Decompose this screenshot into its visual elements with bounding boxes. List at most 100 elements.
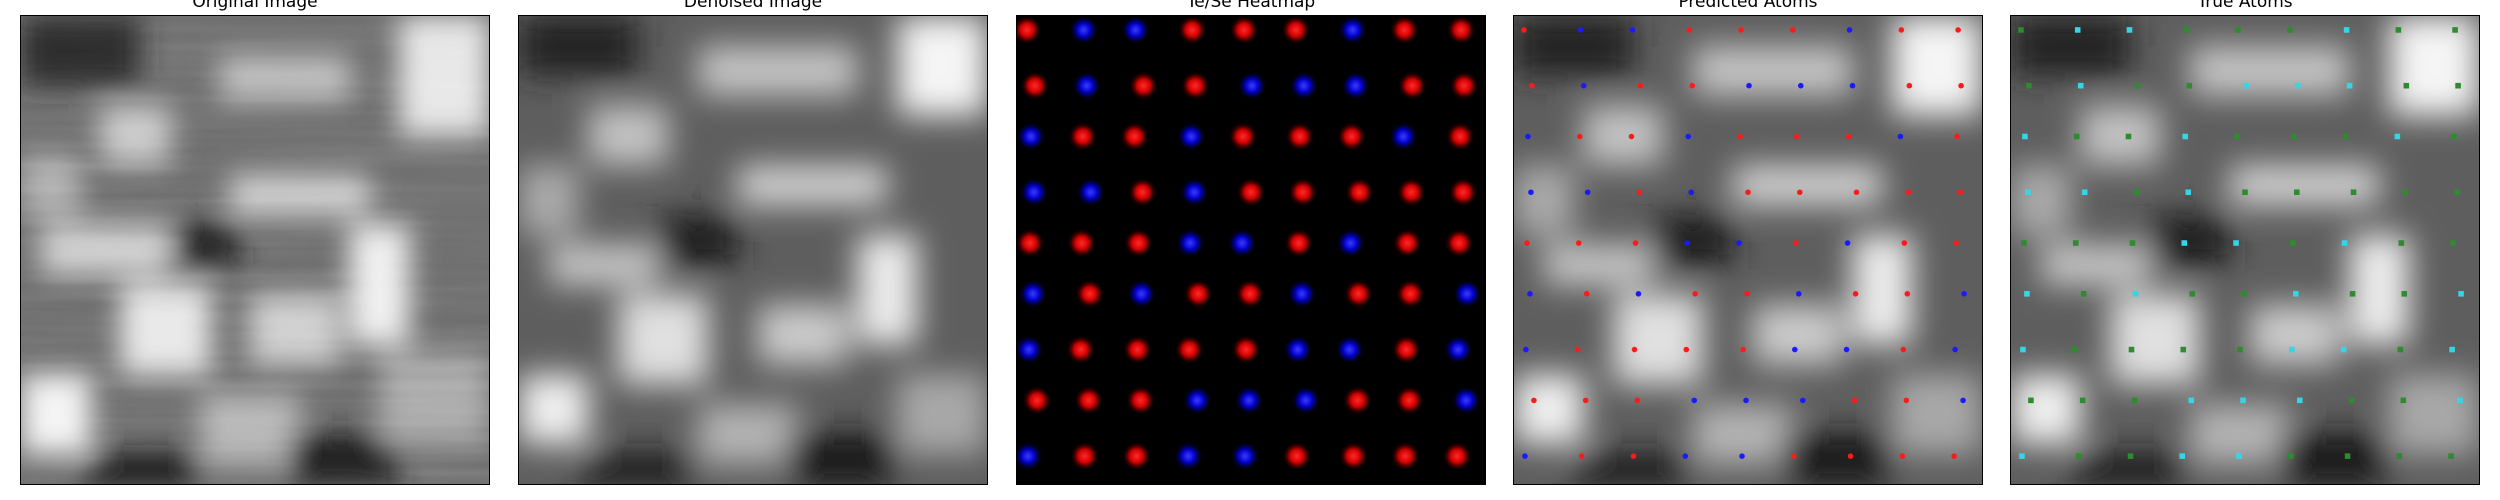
predicted-te-atom (1954, 133, 1960, 140)
true-te-atom (2350, 189, 2357, 196)
predicted-se-atom (1897, 133, 1904, 140)
predicted-te-atom (1578, 453, 1585, 459)
predicted-te-atom (1793, 240, 1799, 246)
te-heat-spot (1229, 16, 1259, 45)
true-te-atom (2125, 133, 2132, 140)
te-heat-spot (1396, 177, 1427, 208)
true-se-atom (2240, 397, 2246, 404)
predicted-se-atom (1736, 240, 1742, 246)
true-te-atom (2402, 189, 2409, 196)
te-heat-spot (1280, 16, 1311, 45)
predicted-se-atom (1799, 397, 1806, 404)
se-heat-spot (1388, 121, 1419, 152)
true-te-atom (2133, 189, 2140, 196)
te-heat-spot (1231, 334, 1261, 365)
predicted-se-atom (1952, 346, 1958, 353)
predicted-te-atom (1955, 27, 1961, 33)
se-heat-spot (1340, 70, 1371, 101)
true-te-atom (2290, 240, 2296, 246)
se-heat-spot (1017, 278, 1048, 309)
predicted-te-atom (1634, 397, 1641, 404)
predicted-se-atom (1522, 453, 1528, 459)
te-heat-spot (1444, 228, 1475, 258)
true-se-atom (2182, 133, 2189, 140)
te-heat-spot (1228, 121, 1258, 152)
te-heat-spot (1121, 441, 1152, 472)
true-te-atom (2028, 397, 2034, 404)
panel-title: Te/Se Heatmap (1186, 0, 1316, 12)
true-te-atom (2451, 133, 2457, 140)
se-heat-spot (1334, 334, 1365, 365)
predicted-te-atom (1905, 189, 1912, 196)
te-heat-spot (1119, 121, 1150, 152)
se-heat-spot (1237, 70, 1267, 101)
te-heat-spot (1391, 334, 1422, 365)
predicted-te-atom (1521, 27, 1527, 33)
true-se-atom (2185, 189, 2192, 196)
original-image (20, 15, 490, 485)
true-te-atom (2287, 27, 2293, 33)
predicted-se-atom (1795, 291, 1802, 297)
predicted-te-atom (1737, 133, 1743, 140)
predicted-se-atom (1523, 346, 1529, 353)
true-se-atom (2022, 133, 2028, 140)
se-heat-spot (1290, 385, 1321, 416)
se-heat-spot (1173, 441, 1204, 472)
true-se-atom (2081, 189, 2088, 196)
true-se-atom (2179, 453, 2186, 459)
predicted-se-atom (1685, 133, 1692, 140)
true-se-atom (2243, 82, 2249, 89)
se-heat-spot (1017, 121, 1046, 152)
predicted-te-atom (1906, 82, 1913, 89)
predicted-te-atom (1686, 27, 1693, 33)
true-te-atom (2073, 133, 2080, 140)
predicted-te-atom (1628, 133, 1635, 140)
true-te-atom (2242, 189, 2248, 196)
te-heat-spot (1021, 385, 1052, 416)
predicted-te-atom (1900, 346, 1907, 353)
predicted-te-atom (1951, 453, 1957, 459)
true-te-atom (2021, 240, 2027, 246)
predicted-se-atom (1849, 82, 1856, 89)
predicted-te-atom (1683, 346, 1690, 353)
predicted-se-atom (1682, 453, 1689, 459)
true-se-atom (2181, 240, 2188, 246)
te-heat-spot (1235, 278, 1265, 309)
predicted-se-atom (1746, 82, 1752, 89)
true-se-atom (2236, 453, 2242, 459)
se-heat-spot (1227, 228, 1257, 258)
te-heat-spot (1177, 16, 1208, 45)
predicted-te-atom (1853, 189, 1860, 196)
predicted-te-atom (1851, 397, 1858, 404)
true-se-atom (2394, 133, 2401, 140)
predicted-se-atom (1691, 397, 1698, 404)
predicted-te-atom (1689, 82, 1696, 89)
true-te-atom (2288, 453, 2294, 459)
predicted-te-atom (1796, 189, 1803, 196)
predicted-te-atom (1901, 240, 1908, 246)
te-heat-spot (1069, 441, 1100, 472)
true-te-atom (2134, 82, 2141, 89)
te-heat-spot (1338, 441, 1369, 472)
true-se-atom (2188, 397, 2195, 404)
se-heat-spot (1126, 278, 1157, 309)
true-se-atom (2126, 27, 2133, 33)
te-heat-spot (1127, 177, 1158, 208)
true-te-atom (2189, 291, 2196, 297)
se-heat-spot (1288, 70, 1319, 101)
true-te-atom (2237, 346, 2243, 353)
predicted-te-atom (1745, 189, 1751, 196)
predicted-se-atom (1843, 346, 1850, 353)
predicted-se-atom (1961, 291, 1967, 297)
predicted-te-atom (1738, 27, 1744, 33)
predicted-te-atom (1692, 291, 1699, 297)
panel-title: Denoised Image (683, 0, 823, 12)
true-te-atom (2349, 291, 2356, 297)
te-heat-spot (1389, 16, 1420, 45)
se-heat-spot (1452, 278, 1483, 309)
te-heat-spot (1017, 228, 1045, 258)
panel-true-atoms: True Atoms (2010, 0, 2480, 500)
se-heat-spot (1018, 177, 1049, 208)
true-se-atom (2292, 291, 2299, 297)
predicted-se-atom (1688, 189, 1695, 196)
